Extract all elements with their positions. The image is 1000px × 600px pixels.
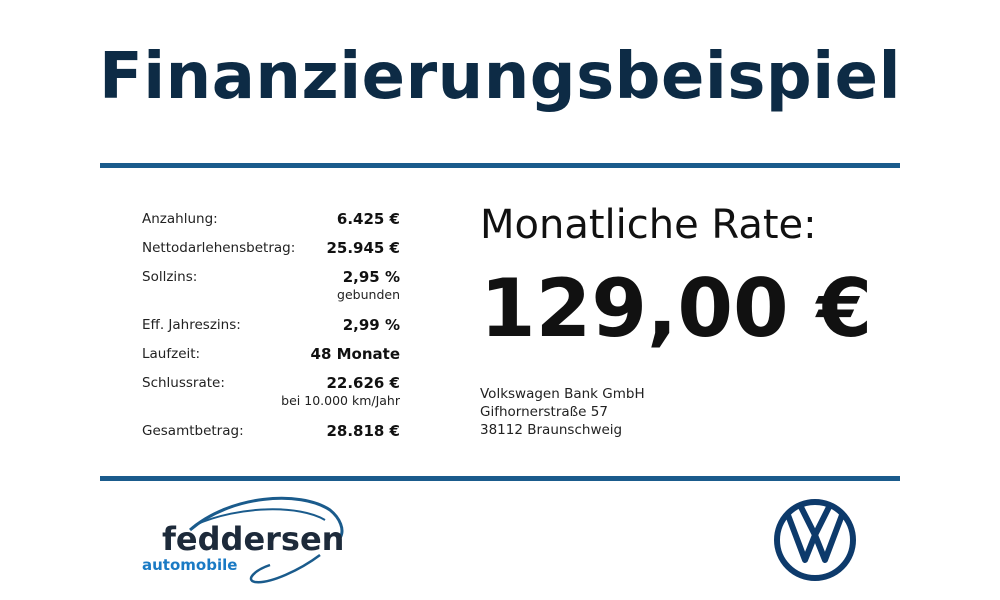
swoosh xyxy=(194,508,326,526)
row-value: 22.626 € xyxy=(326,374,400,392)
swoosh xyxy=(249,553,321,584)
rate-label: Monatliche Rate: xyxy=(480,202,817,248)
row-label: Nettodarlehensbetrag: xyxy=(142,240,296,256)
lender-line: Gifhornerstraße 57 xyxy=(480,404,608,420)
row-note: bei 10.000 km/Jahr xyxy=(281,393,400,408)
row-value: 2,99 % xyxy=(342,316,400,334)
rate-value: 129,00 € xyxy=(480,262,873,355)
swoosh xyxy=(189,496,344,539)
row-label: Schlussrate: xyxy=(142,375,225,391)
divider xyxy=(100,476,900,481)
row-value: 28.818 € xyxy=(326,422,400,440)
row-note: gebunden xyxy=(337,287,400,302)
row-label: Anzahlung: xyxy=(142,211,218,227)
row-value: 48 Monate xyxy=(310,345,400,363)
dealer-name: feddersen xyxy=(162,520,344,558)
lender-line: 38112 Braunschweig xyxy=(480,422,623,438)
row-value: 2,95 % xyxy=(342,268,400,286)
divider xyxy=(100,163,900,168)
logos: feddersen automobile xyxy=(142,496,856,584)
row-label: Eff. Jahreszins: xyxy=(142,317,241,333)
row-label: Laufzeit: xyxy=(142,346,201,362)
row-value: 6.425 € xyxy=(336,210,400,228)
title: Finanzierungsbeispiel xyxy=(99,40,901,114)
dealer-tagline: automobile xyxy=(142,556,237,574)
vw-logo xyxy=(774,499,856,581)
row-label: Sollzins: xyxy=(142,269,198,285)
row-label: Gesamtbetrag: xyxy=(142,423,244,439)
lender-line: Volkswagen Bank GmbH xyxy=(480,386,645,402)
row-value: 25.945 € xyxy=(326,239,400,257)
